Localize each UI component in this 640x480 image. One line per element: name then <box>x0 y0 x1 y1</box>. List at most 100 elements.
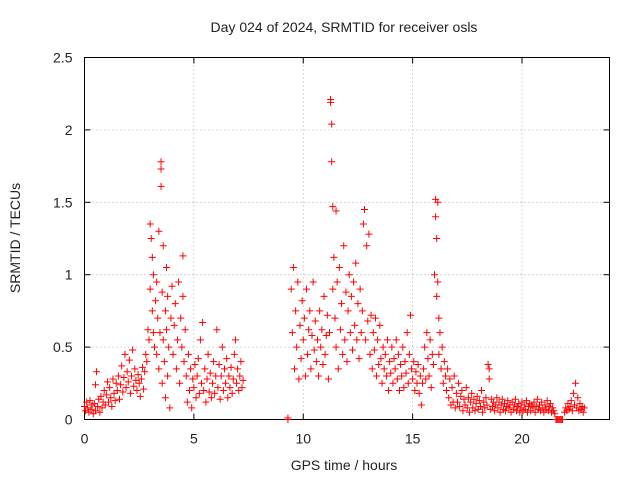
data-point <box>450 372 458 380</box>
data-point <box>159 336 167 344</box>
data-point <box>329 285 337 293</box>
data-point <box>307 365 315 373</box>
data-point <box>134 371 142 379</box>
data-point <box>387 369 395 377</box>
data-point <box>108 402 116 410</box>
data-point <box>308 332 316 340</box>
data-point <box>425 372 433 380</box>
data-point <box>101 401 109 409</box>
data-point <box>226 384 234 392</box>
data-point <box>386 358 394 366</box>
data-point <box>333 278 341 286</box>
data-point <box>445 394 453 402</box>
data-point <box>122 384 130 392</box>
data-point <box>431 271 438 279</box>
data-point <box>339 350 347 358</box>
data-point <box>502 407 510 415</box>
data-point <box>176 379 184 387</box>
data-point <box>121 350 129 358</box>
data-point <box>129 346 137 354</box>
data-point <box>155 365 163 373</box>
data-point <box>509 405 517 413</box>
data-point <box>545 402 553 410</box>
data-point <box>568 407 576 415</box>
data-point <box>438 343 446 351</box>
data-point <box>188 404 196 412</box>
data-point <box>146 285 154 293</box>
data-point <box>223 355 231 363</box>
y-tick-label: 2.5 <box>53 50 73 66</box>
data-point <box>169 350 177 358</box>
data-point <box>195 389 203 397</box>
data-point <box>144 326 152 334</box>
data-point <box>210 358 218 366</box>
data-point <box>287 285 295 293</box>
data-point <box>228 389 236 397</box>
data-point <box>321 350 329 358</box>
data-point <box>97 392 105 400</box>
data-point <box>541 401 549 409</box>
data-point <box>153 350 161 358</box>
data-point <box>392 336 400 344</box>
data-point <box>410 358 418 366</box>
data-point <box>171 300 179 308</box>
y-tick-label: 0.5 <box>53 339 73 355</box>
data-point <box>100 387 108 395</box>
data-point <box>483 401 491 409</box>
data-point <box>409 375 417 383</box>
data-point <box>140 385 148 393</box>
data-point <box>376 321 384 329</box>
data-point <box>343 358 351 366</box>
data-point <box>482 394 490 402</box>
data-point <box>214 384 222 392</box>
data-point <box>332 343 340 351</box>
data-point <box>401 358 409 366</box>
x-tick-label: 15 <box>405 431 421 447</box>
data-point <box>303 285 311 293</box>
data-point <box>485 375 493 383</box>
data-point <box>135 379 143 387</box>
data-point <box>415 389 423 397</box>
data-point <box>338 300 346 308</box>
data-point <box>370 346 378 354</box>
data-point <box>424 355 432 363</box>
data-point <box>398 372 406 380</box>
data-point <box>294 278 302 286</box>
data-point <box>479 408 487 416</box>
data-point <box>227 363 235 371</box>
data-point <box>126 389 134 397</box>
data-point <box>390 355 398 363</box>
data-point <box>522 397 530 405</box>
data-point <box>434 198 442 206</box>
data-point <box>198 379 206 387</box>
x-tick-label: 20 <box>514 431 530 447</box>
data-point <box>394 350 402 358</box>
data-point <box>96 408 104 416</box>
data-point <box>179 292 187 300</box>
data-point <box>309 278 317 286</box>
data-point <box>340 242 348 250</box>
data-point <box>105 398 113 406</box>
data-point <box>305 326 313 334</box>
data-point <box>330 253 338 261</box>
data-point <box>320 292 328 300</box>
data-point <box>332 207 340 215</box>
data-point <box>551 410 559 418</box>
data-point <box>91 407 99 415</box>
data-point <box>158 288 166 296</box>
x-tick-label: 0 <box>81 431 89 447</box>
data-point <box>345 271 353 279</box>
data-point <box>414 360 422 368</box>
data-point <box>157 165 165 173</box>
data-point <box>382 372 390 380</box>
data-point <box>284 414 292 422</box>
data-point <box>204 350 212 358</box>
data-point <box>393 375 401 383</box>
data-point <box>288 329 296 337</box>
data-point <box>229 375 237 383</box>
data-point <box>155 227 163 235</box>
data-point <box>515 400 523 408</box>
data-point <box>167 314 175 322</box>
data-point <box>131 365 139 373</box>
data-point <box>296 321 304 329</box>
